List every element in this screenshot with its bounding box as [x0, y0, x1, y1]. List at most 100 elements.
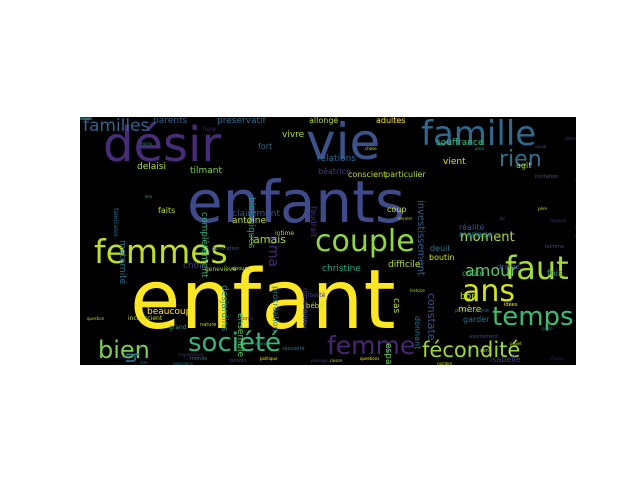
word-cloud-word: psychanalyse — [455, 308, 489, 314]
word-cloud-word: desjardins — [219, 285, 229, 332]
word-cloud-word: forme — [485, 231, 497, 236]
word-cloud-word: beaucoup — [147, 307, 192, 317]
word-cloud-word: drame — [497, 263, 520, 271]
word-cloud-word: donnant — [413, 316, 422, 350]
word-cloud-word: génération — [212, 246, 240, 252]
word-cloud-word: inconscient — [128, 315, 163, 322]
word-cloud-word: chose — [365, 146, 377, 151]
word-cloud-word: bon — [460, 292, 477, 302]
word-cloud-word: procréation — [271, 286, 280, 332]
word-cloud-word: deuil — [430, 244, 450, 253]
word-cloud-word: grand — [169, 324, 187, 331]
word-cloud-word: question — [87, 316, 105, 321]
word-cloud-word: moins — [140, 141, 153, 146]
word-cloud-word: temps — [492, 302, 574, 332]
word-cloud-word: hommes — [571, 163, 576, 241]
word-cloud-word: vrai — [405, 176, 413, 181]
word-cloud-word: coûte — [462, 269, 485, 278]
word-cloud-word: nature — [200, 322, 217, 328]
word-cloud-word: coup — [387, 205, 407, 214]
word-cloud-word: moment — [460, 230, 515, 245]
word-cloud-word: sexualité — [282, 346, 305, 352]
word-cloud-word: parents — [153, 117, 188, 126]
word-cloud-word: histoire — [410, 288, 425, 293]
word-cloud-word: corps — [240, 316, 254, 322]
word-cloud-word: intime — [275, 230, 295, 237]
word-cloud: enfant enfants vie désir famille femmes couple… — [80, 117, 576, 365]
word-cloud-word: clairement — [232, 209, 281, 219]
word-cloud-word: lien — [145, 194, 153, 199]
word-cloud-word: cas — [391, 298, 401, 314]
word-cloud-word: livre — [203, 126, 216, 133]
word-cloud-word: peut — [475, 146, 485, 151]
word-cloud-word: familles — [83, 117, 150, 136]
word-cloud-word: béatrice — [318, 167, 351, 176]
word-cloud-word: début — [80, 117, 92, 121]
word-cloud-word: bébé — [306, 302, 324, 310]
word-cloud-word: dernier — [398, 216, 413, 221]
word-cloud-word: constate — [425, 293, 438, 341]
word-cloud-word: fois — [547, 269, 563, 279]
word-cloud-word: passage — [311, 358, 328, 363]
word-cloud-word: avenir — [255, 341, 268, 346]
word-cloud-word: relations — [317, 154, 356, 164]
word-cloud-word: épouse — [232, 266, 251, 272]
word-cloud-word: toujours — [550, 218, 567, 223]
word-cloud-word: incitation — [535, 174, 559, 180]
word-cloud-word: faudrait — [309, 206, 318, 238]
word-cloud-word: conscient — [348, 170, 387, 179]
word-cloud-word: projet — [510, 341, 522, 346]
word-cloud-word: enfants — [187, 168, 406, 236]
word-cloud-word: famille — [421, 117, 537, 154]
word-cloud-word: particulier — [385, 170, 426, 179]
word-cloud-word: choix — [183, 261, 207, 271]
word-cloud-word: rien — [499, 147, 542, 172]
word-cloud-word: donner — [301, 308, 308, 330]
word-cloud-word: idées — [504, 302, 518, 308]
word-cloud-word: homme — [545, 244, 565, 250]
word-cloud-word: agit — [516, 161, 532, 170]
word-cloud-word: boutin — [429, 253, 455, 262]
word-cloud-word: femmes — [94, 232, 228, 271]
word-cloud-word: social — [535, 144, 547, 149]
word-cloud-word: geneviève — [205, 266, 237, 273]
word-cloud-word: amour — [465, 261, 517, 280]
word-cloud-word: ans — [462, 274, 516, 309]
word-cloud-word: faut — [505, 249, 569, 287]
word-cloud-word: allongé — [309, 117, 339, 125]
word-cloud-word: enfant — [130, 253, 396, 348]
word-cloud-word: espace — [383, 343, 393, 365]
word-cloud-word: antoine — [232, 216, 266, 226]
word-cloud-word: choses — [550, 356, 564, 361]
word-cloud-word: réalité — [459, 223, 485, 232]
word-cloud-word: tilmant — [190, 166, 223, 176]
word-cloud-word: besoin — [230, 358, 247, 364]
word-cloud-word: souffrance — [436, 138, 484, 148]
word-cloud-word: politique — [260, 356, 278, 361]
word-cloud-word: raison — [330, 358, 343, 363]
word-cloud-word: difficile — [388, 260, 421, 270]
word-cloud-word: mariage — [459, 230, 493, 239]
word-cloud-word: loi — [500, 216, 505, 221]
word-cloud-word: nombre — [437, 361, 453, 366]
word-cloud-word: société — [188, 328, 282, 358]
word-cloud-word: vient — [443, 157, 466, 167]
word-cloud-word: isabelle — [490, 355, 521, 364]
word-cloud-word: maternité — [117, 240, 127, 285]
word-cloud-word: adultes — [376, 117, 406, 125]
word-cloud-word: familiales — [112, 208, 119, 237]
word-cloud-word: dire — [140, 360, 148, 365]
word-cloud-word: droit — [80, 117, 90, 121]
word-cloud-word: couple — [315, 224, 415, 259]
word-cloud-word: préservatif — [217, 117, 266, 126]
word-cloud-word: fécondité — [422, 338, 521, 362]
word-cloud-word: enjeux — [119, 355, 133, 360]
word-cloud-word: désirs — [565, 136, 576, 141]
word-cloud-word: père — [538, 206, 548, 211]
word-cloud-word: faits — [158, 206, 176, 215]
word-cloud-word: fort — [258, 142, 273, 151]
word-cloud-word: garder — [463, 315, 490, 324]
word-cloud-word: avortement — [469, 334, 499, 340]
word-cloud-word: monde — [190, 356, 208, 362]
word-cloud-word: naissance — [173, 361, 193, 366]
